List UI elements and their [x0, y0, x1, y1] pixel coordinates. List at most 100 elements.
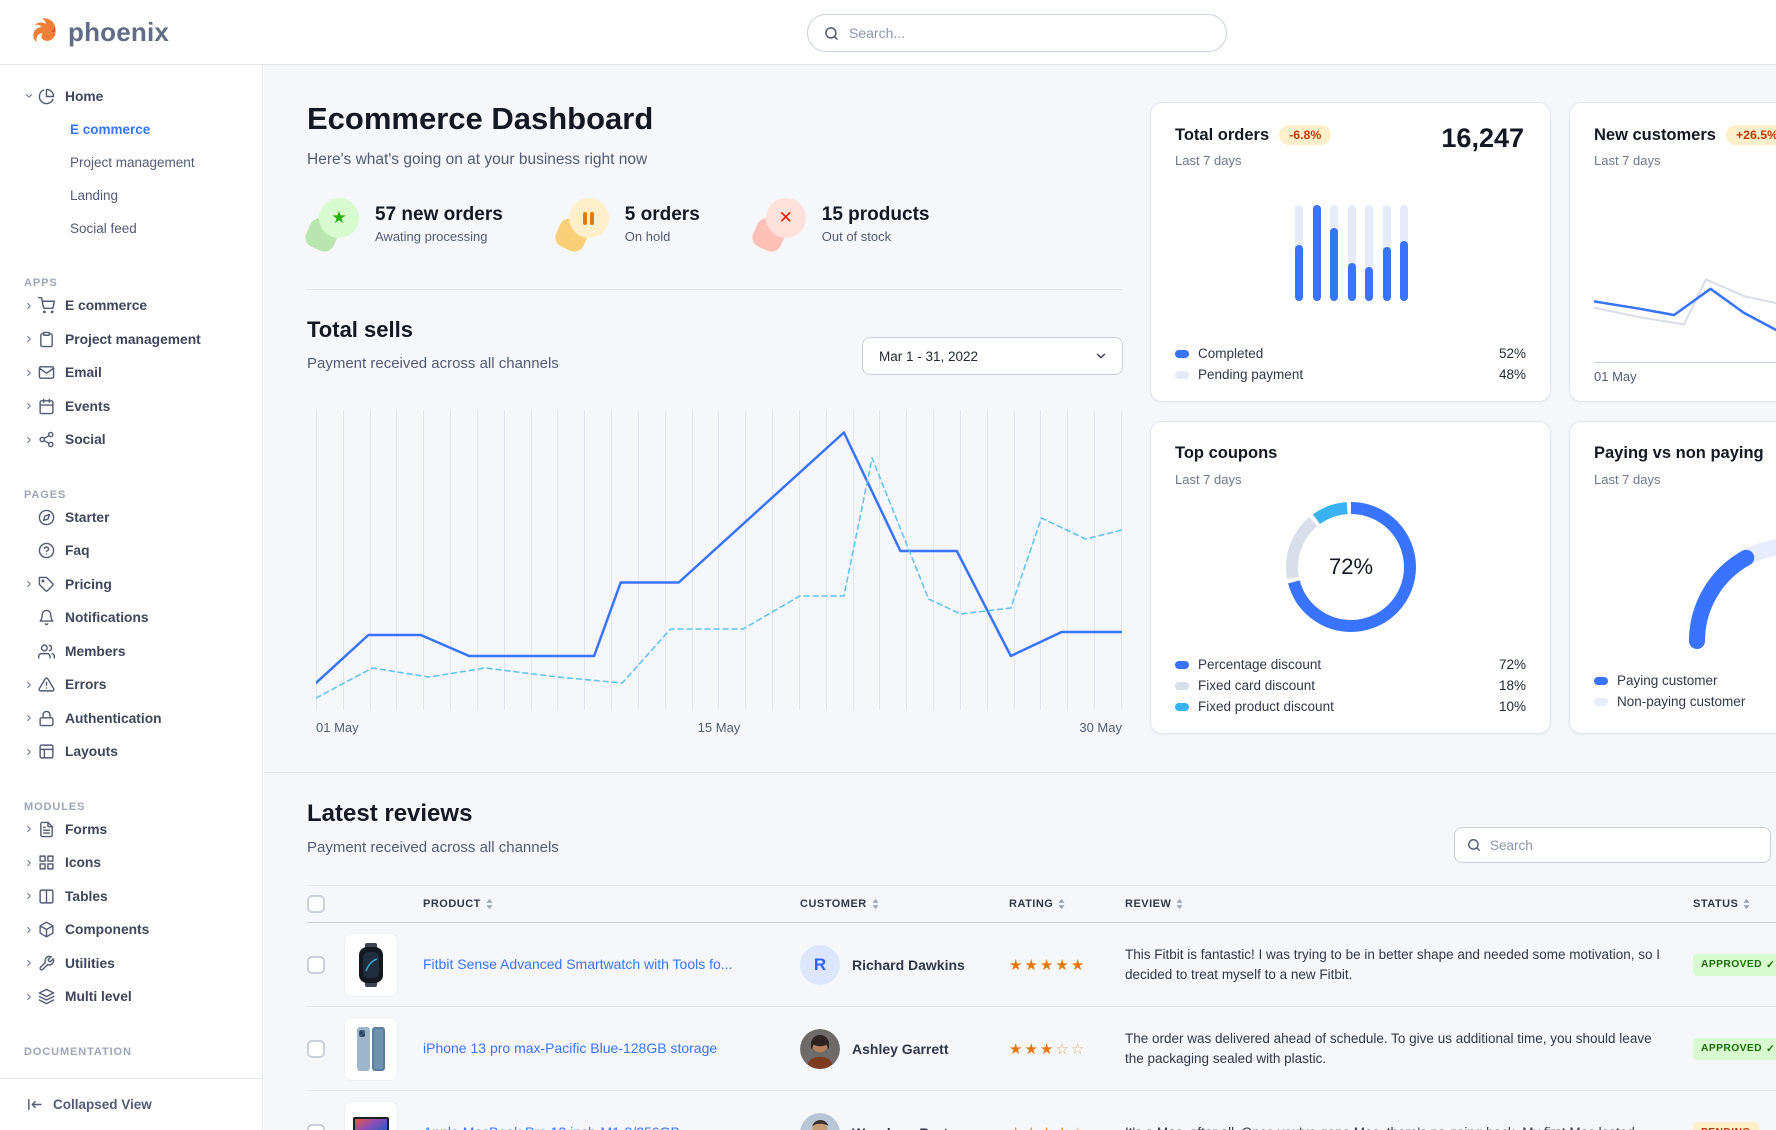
reviews-search[interactable] — [1454, 827, 1771, 863]
gridline — [1013, 410, 1015, 710]
legend-label: Fixed product discount — [1198, 699, 1334, 714]
sidebar-item-label: Layouts — [65, 744, 118, 760]
legend-value: 18% — [1498, 678, 1526, 693]
sidebar-item-social[interactable]: Social — [0, 423, 262, 457]
reviews-table-header: PRODUCT CUSTOMER RATING REVIEW STATUS — [307, 885, 1776, 923]
pause-bar — [583, 211, 588, 225]
sidebar-item-errors[interactable]: Errors — [0, 668, 262, 702]
order-bar-fill — [1382, 247, 1391, 301]
gridline — [1094, 410, 1096, 710]
rating-stars: ★★★☆☆ — [1009, 1040, 1125, 1058]
chevron-right-icon — [24, 579, 38, 589]
legend-label: Pending payment — [1198, 367, 1304, 382]
customer-cell: R Richard Dawkins — [800, 944, 1009, 985]
gridline — [798, 410, 800, 710]
sidebar-item-tables[interactable]: Tables — [0, 880, 262, 914]
gridline — [316, 410, 317, 710]
paying-title: Paying vs non paying — [1594, 444, 1764, 462]
sidebar-item-landing[interactable]: Landing — [70, 188, 119, 203]
sidebar-item-events[interactable]: Events — [0, 390, 262, 424]
row-checkbox[interactable] — [307, 955, 325, 974]
column-header-status[interactable]: STATUS — [1693, 898, 1776, 910]
column-header-review[interactable]: REVIEW — [1125, 898, 1693, 910]
main-content: Ecommerce Dashboard Here's what's going … — [264, 65, 1776, 1130]
sidebar-section-apps: APPS — [24, 277, 58, 289]
sidebar-item-notifications[interactable]: Notifications — [0, 601, 262, 635]
column-header-product[interactable]: PRODUCT — [423, 898, 800, 910]
star-icon: ★ — [331, 207, 347, 228]
navbar-search-input[interactable] — [849, 25, 1210, 41]
avatar — [800, 1028, 840, 1069]
sidebar-item-icons[interactable]: Icons — [0, 846, 262, 880]
sidebar-item-multi-level[interactable]: Multi level — [0, 980, 262, 1014]
legend-value: 10% — [1498, 699, 1526, 714]
gridline — [825, 410, 827, 710]
stat-value: 5 orders — [624, 204, 700, 225]
sidebar-item-e-commerce[interactable]: E commerce — [0, 289, 262, 323]
rating-stars: ★★★★☆ — [1009, 1124, 1125, 1130]
phoenix-logo[interactable]: phoenix — [24, 14, 169, 50]
legend-swatch — [1594, 697, 1608, 706]
sidebar-item-label: Tables — [65, 888, 108, 904]
gridline — [906, 410, 908, 710]
help-icon — [38, 542, 55, 559]
sidebar-item-authentication[interactable]: Authentication — [0, 702, 262, 736]
sidebar-item-social-feed[interactable]: Social feed — [70, 221, 137, 236]
column-header-label: PRODUCT — [423, 898, 481, 910]
collapsed-view-toggle[interactable]: Collapsed View — [0, 1078, 262, 1130]
sidebar-item-project-management[interactable]: Project management — [0, 323, 262, 357]
sidebar-nav: Home E commerce Project management Landing S… — [0, 65, 262, 1078]
sidebar-item-forms[interactable]: Forms — [0, 813, 262, 847]
sidebar-item-label: Multi level — [65, 989, 132, 1005]
paying-card: Paying vs non paying Last 7 days Paying … — [1569, 421, 1776, 734]
sidebar-item-components[interactable]: Components — [0, 913, 262, 947]
sidebar-item-label: Utilities — [65, 955, 115, 971]
star-filled-icon: ★ — [1055, 955, 1071, 974]
tag-icon — [38, 576, 55, 593]
product-link[interactable]: Apple MacBook Pro 13 inch-M1-8/256GB — [423, 1124, 680, 1130]
clipboard-icon — [38, 331, 55, 348]
star-filled-icon: ★ — [1024, 955, 1040, 974]
column-header-rating[interactable]: RATING — [1009, 898, 1125, 910]
product-link[interactable]: Fitbit Sense Advanced Smartwatch with To… — [423, 955, 733, 972]
star-filled-icon: ★ — [1055, 1124, 1070, 1130]
row-checkbox[interactable] — [307, 1123, 325, 1130]
legend-row-fixed-product-discount: Fixed product discount 10% — [1175, 696, 1526, 717]
new-customers-x-label: 01 May — [1594, 369, 1637, 384]
sidebar-item-utilities[interactable]: Utilities — [0, 947, 262, 981]
sidebar-item-home[interactable]: Home — [0, 79, 262, 113]
bell-icon — [38, 609, 55, 626]
sidebar-item-project-management[interactable]: Project management — [70, 155, 195, 170]
date-range-select[interactable]: Mar 1 - 31, 2022 — [862, 337, 1123, 375]
paying-period: Last 7 days — [1594, 472, 1661, 487]
sidebar-item-e-commerce[interactable]: E commerce — [70, 122, 151, 137]
review-text: This Fitbit is fantastic! I was trying t… — [1125, 946, 1661, 982]
stat-label: Out of stock — [821, 229, 892, 244]
navbar-search[interactable] — [807, 14, 1227, 52]
sidebar-item-faq[interactable]: Faq — [0, 534, 262, 568]
row-checkbox[interactable] — [307, 1039, 325, 1058]
product-link[interactable]: iPhone 13 pro max-Pacific Blue-128GB sto… — [423, 1039, 718, 1056]
sidebar-item-layouts[interactable]: Layouts — [0, 735, 262, 769]
sidebar-item-starter[interactable]: Starter — [0, 501, 262, 535]
sidebar-item-label: Icons — [65, 855, 102, 871]
sidebar-item-pricing[interactable]: Pricing — [0, 568, 262, 602]
gridline — [852, 410, 854, 710]
chevron-right-icon — [24, 301, 38, 311]
sidebar-item-email[interactable]: Email — [0, 356, 262, 390]
gridline — [986, 410, 988, 710]
reviews-search-input[interactable] — [1490, 837, 1758, 853]
gridline — [1040, 410, 1042, 710]
gridline — [691, 410, 693, 710]
column-header-customer[interactable]: CUSTOMER — [800, 898, 1009, 910]
select-all-checkbox[interactable] — [307, 895, 325, 913]
status-badge: PENDING — [1693, 1122, 1759, 1130]
order-bar — [1347, 205, 1356, 301]
sidebar-item-members[interactable]: Members — [0, 635, 262, 669]
customer-cell: Woodrow Burton — [800, 1112, 1009, 1130]
gridline — [664, 410, 666, 710]
sidebar-section-documentation: DOCUMENTATION — [24, 1045, 132, 1058]
stat-label: On hold — [624, 229, 671, 244]
avatar — [800, 1112, 840, 1130]
legend-label: Non-paying customer — [1617, 694, 1746, 709]
